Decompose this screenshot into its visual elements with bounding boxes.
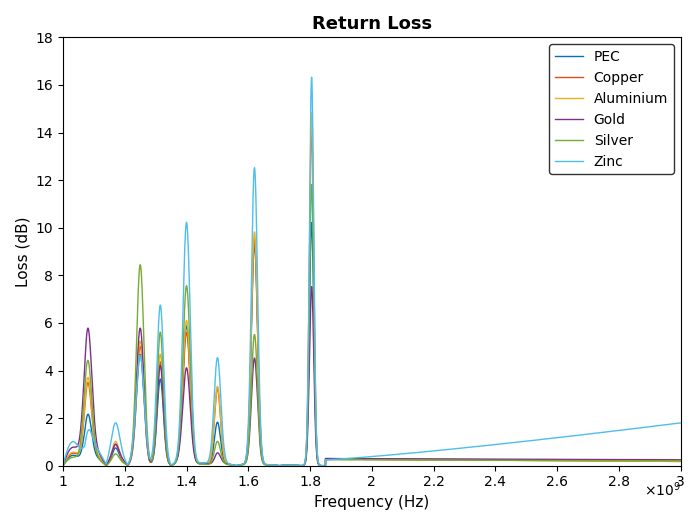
Zinc bbox=[171, 458, 179, 464]
Silver bbox=[59, 463, 67, 469]
Silver bbox=[171, 460, 179, 466]
Gold bbox=[461, 456, 469, 462]
Copper bbox=[171, 459, 179, 466]
Zinc bbox=[676, 419, 685, 426]
Aluminium bbox=[429, 457, 438, 463]
Gold bbox=[295, 463, 303, 469]
Silver bbox=[307, 181, 316, 187]
Silver bbox=[461, 457, 469, 464]
Gold bbox=[429, 456, 438, 462]
Line: Zinc: Zinc bbox=[63, 77, 680, 466]
Line: Copper: Copper bbox=[63, 127, 680, 466]
Gold bbox=[520, 456, 528, 463]
Zinc bbox=[429, 448, 438, 454]
Zinc bbox=[307, 74, 316, 80]
Title: Return Loss: Return Loss bbox=[312, 15, 432, 33]
PEC bbox=[520, 457, 528, 463]
Silver bbox=[676, 458, 685, 464]
PEC bbox=[307, 219, 316, 226]
Silver bbox=[520, 457, 528, 464]
Zinc bbox=[461, 445, 469, 451]
Copper bbox=[567, 458, 575, 464]
Aluminium bbox=[171, 459, 179, 466]
Copper bbox=[59, 463, 67, 469]
Aluminium bbox=[295, 463, 303, 469]
Legend: PEC, Copper, Aluminium, Gold, Silver, Zinc: PEC, Copper, Aluminium, Gold, Silver, Zi… bbox=[550, 44, 673, 174]
Gold bbox=[676, 457, 685, 463]
Aluminium bbox=[307, 110, 316, 116]
Gold bbox=[59, 463, 67, 469]
Line: Gold: Gold bbox=[63, 287, 680, 466]
Silver bbox=[567, 457, 575, 464]
Gold bbox=[171, 459, 179, 466]
PEC bbox=[295, 463, 303, 469]
Zinc bbox=[59, 463, 67, 469]
Aluminium bbox=[461, 457, 469, 463]
Aluminium bbox=[520, 457, 528, 464]
PEC bbox=[567, 457, 575, 464]
Gold bbox=[567, 456, 575, 463]
PEC bbox=[429, 456, 438, 463]
Line: Silver: Silver bbox=[63, 184, 680, 466]
Y-axis label: Loss (dB): Loss (dB) bbox=[15, 216, 30, 287]
Copper bbox=[676, 458, 685, 465]
Copper bbox=[307, 124, 316, 130]
Silver bbox=[295, 463, 303, 469]
Line: PEC: PEC bbox=[63, 223, 680, 466]
Copper bbox=[461, 457, 469, 463]
Text: $\times10^{9}$: $\times10^{9}$ bbox=[644, 480, 680, 499]
Copper bbox=[520, 457, 528, 464]
Copper bbox=[429, 457, 438, 463]
Zinc bbox=[295, 463, 303, 469]
PEC bbox=[171, 460, 179, 466]
PEC bbox=[461, 456, 469, 463]
Silver bbox=[429, 457, 438, 463]
Aluminium bbox=[567, 458, 575, 464]
PEC bbox=[676, 458, 685, 464]
Line: Aluminium: Aluminium bbox=[63, 113, 680, 466]
Zinc bbox=[567, 433, 575, 439]
X-axis label: Frequency (Hz): Frequency (Hz) bbox=[314, 495, 430, 510]
Aluminium bbox=[676, 458, 685, 465]
Zinc bbox=[520, 438, 528, 445]
Gold bbox=[307, 284, 316, 290]
Copper bbox=[295, 463, 303, 469]
PEC bbox=[59, 463, 67, 469]
Aluminium bbox=[59, 463, 67, 469]
